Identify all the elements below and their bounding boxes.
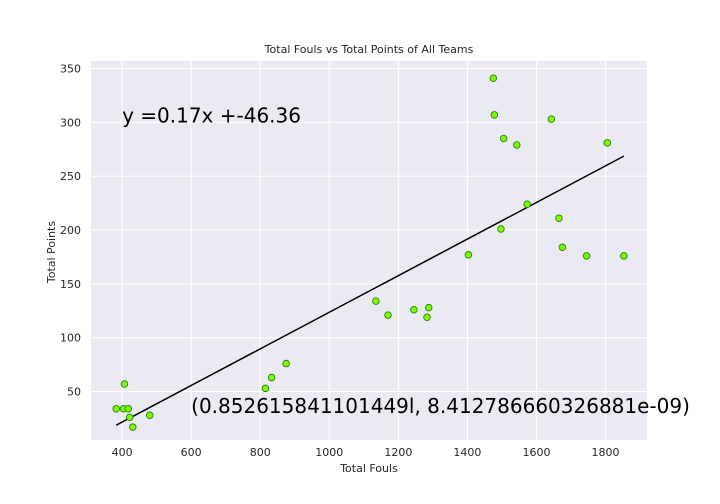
data-point — [558, 243, 567, 252]
data-point — [489, 74, 498, 82]
data-point — [547, 115, 556, 123]
data-point — [620, 252, 628, 260]
y-tick-label: 150 — [60, 278, 81, 291]
y-tick-label: 200 — [60, 224, 81, 237]
data-point — [112, 405, 120, 413]
grid-lines — [91, 61, 647, 440]
data-point — [582, 252, 591, 260]
equation-annotation: y =0.17x +-46.36 — [122, 103, 301, 127]
y-tick-label: 300 — [60, 116, 81, 129]
x-tick-label: 600 — [181, 446, 202, 459]
data-point — [124, 405, 133, 413]
x-tick-label: 1000 — [315, 446, 343, 459]
tick-labels: 400 600 800 1000 1200 1400 1600 1800 50 100 150 200… — [60, 63, 620, 459]
data-point — [603, 139, 612, 147]
data-point — [497, 225, 505, 233]
data-point — [267, 373, 276, 382]
x-axis-label: Total Fouls — [339, 462, 398, 475]
data-point — [384, 311, 392, 319]
data-point — [513, 141, 521, 149]
correlation-annotation: (0.852615841101449l, 8.412786660326881e-… — [191, 394, 690, 418]
data-point — [372, 297, 380, 305]
y-tick-label: 350 — [60, 63, 81, 76]
y-tick-label: 100 — [60, 332, 81, 345]
x-tick-label: 1200 — [384, 446, 412, 459]
x-tick-label: 1600 — [522, 446, 550, 459]
data-point — [464, 251, 473, 259]
chart-title: Total Fouls vs Total Points of All Teams — [264, 43, 474, 56]
data-point — [523, 200, 531, 208]
y-tick-label: 250 — [60, 170, 81, 183]
data-point — [125, 413, 134, 422]
data-point — [120, 380, 129, 388]
data-points — [112, 74, 628, 431]
data-point — [145, 411, 154, 419]
x-tick-label: 1800 — [592, 446, 620, 459]
plot-background — [91, 61, 647, 440]
x-tick-label: 400 — [112, 446, 133, 459]
x-tick-label: 800 — [250, 446, 271, 459]
data-point — [424, 303, 433, 312]
data-point — [261, 384, 270, 393]
data-point — [555, 214, 563, 222]
data-point — [490, 111, 499, 119]
data-point — [129, 423, 137, 431]
data-point — [423, 313, 431, 322]
x-tick-label: 1400 — [453, 446, 481, 459]
data-point — [282, 359, 290, 368]
regression-line — [115, 155, 625, 426]
y-tick-label: 50 — [67, 386, 81, 399]
data-point — [410, 305, 418, 314]
y-axis-label: Total Points — [45, 221, 58, 284]
data-point — [499, 134, 508, 143]
